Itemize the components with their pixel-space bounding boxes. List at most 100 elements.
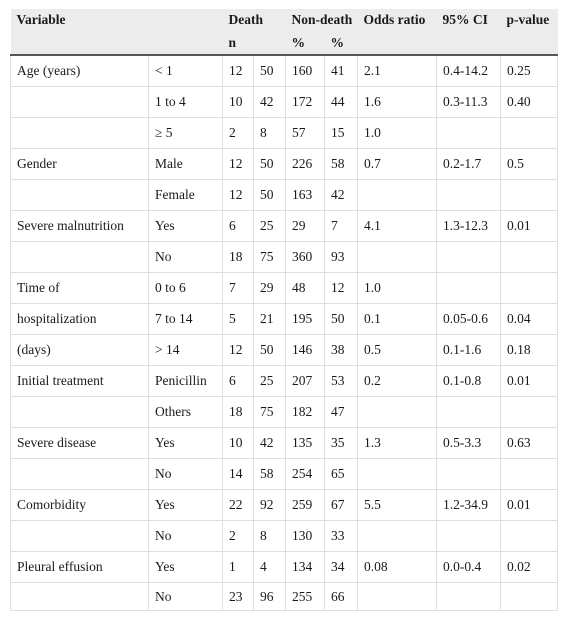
- cell-death-n: 22: [222, 489, 254, 521]
- cell-variable: [10, 582, 149, 611]
- cell-nondeath-n: 48: [285, 272, 325, 304]
- cell-nondeath-pct: 41: [324, 55, 358, 87]
- cell-category: No: [148, 520, 223, 552]
- table-row: ≥ 5 2 8 57 15 1.0: [10, 117, 558, 149]
- cell-category: 7 to 14: [148, 303, 223, 335]
- cell-ci: 1.2-34.9: [436, 489, 501, 521]
- cell-death-n: 5: [222, 303, 254, 335]
- cell-nondeath-n: 160: [285, 55, 325, 87]
- cell-category: > 14: [148, 334, 223, 366]
- table-row: No 18 75 360 93: [10, 241, 558, 273]
- table-row: Severe disease Yes 10 42 135 35 1.3 0.5-3.3 0.63: [10, 427, 558, 459]
- cell-category: Others: [148, 396, 223, 428]
- table-row: Gender Male 12 50 226 58 0.7 0.2-1.7 0.5: [10, 148, 558, 180]
- cell-category: Male: [148, 148, 223, 180]
- cell-category: Yes: [148, 551, 223, 583]
- cell-odds-ratio: [357, 520, 437, 552]
- cell-death-n: 12: [222, 179, 254, 211]
- cell-death-n: 18: [222, 241, 254, 273]
- cell-variable: [10, 520, 149, 552]
- cell-death-n: 2: [222, 117, 254, 149]
- cell-death-pct: 50: [253, 179, 286, 211]
- cell-odds-ratio: 0.5: [357, 334, 437, 366]
- cell-nondeath-n: 226: [285, 148, 325, 180]
- table-row: (days) > 14 12 50 146 38 0.5 0.1-1.6 0.18: [10, 334, 558, 366]
- header-p-value: p-value: [500, 9, 558, 31]
- cell-death-n: 14: [222, 458, 254, 490]
- cell-nondeath-n: 130: [285, 520, 325, 552]
- cell-nondeath-pct: 7: [324, 210, 358, 242]
- cell-death-pct: 42: [253, 86, 286, 118]
- header-ci: 95% CI: [436, 9, 501, 31]
- cell-category: 0 to 6: [148, 272, 223, 304]
- cell-death-n: 12: [222, 334, 254, 366]
- cell-variable: [10, 117, 149, 149]
- cell-odds-ratio: [357, 179, 437, 211]
- cell-odds-ratio: 0.2: [357, 365, 437, 397]
- cell-nondeath-pct: 47: [324, 396, 358, 428]
- cell-variable: Severe disease: [10, 427, 149, 459]
- cell-p-value: 0.01: [500, 489, 558, 521]
- cell-death-pct: 42: [253, 427, 286, 459]
- cell-odds-ratio: 1.0: [357, 272, 437, 304]
- cell-death-pct: 29: [253, 272, 286, 304]
- cell-death-n: 18: [222, 396, 254, 428]
- cell-p-value: [500, 520, 558, 552]
- cell-nondeath-pct: 12: [324, 272, 358, 304]
- cell-ci: 0.05-0.6: [436, 303, 501, 335]
- cell-ci: 0.0-0.4: [436, 551, 501, 583]
- cell-category: No: [148, 241, 223, 273]
- results-table: Variable Death Non-death Odds ratio 95% …: [10, 9, 558, 611]
- cell-odds-ratio: 0.7: [357, 148, 437, 180]
- table-row: Age (years) < 1 12 50 160 41 2.1 0.4-14.2 0.25: [10, 55, 558, 87]
- cell-death-pct: 75: [253, 396, 286, 428]
- cell-nondeath-n: 134: [285, 551, 325, 583]
- cell-death-n: 2: [222, 520, 254, 552]
- cell-death-pct: 25: [253, 365, 286, 397]
- cell-ci: [436, 458, 501, 490]
- cell-variable: Severe malnutrition: [10, 210, 149, 242]
- cell-variable: Time of: [10, 272, 149, 304]
- table-row: Time of 0 to 6 7 29 48 12 1.0: [10, 272, 558, 304]
- cell-nondeath-n: 146: [285, 334, 325, 366]
- cell-p-value: 0.63: [500, 427, 558, 459]
- cell-ci: [436, 179, 501, 211]
- cell-nondeath-n: 207: [285, 365, 325, 397]
- header-death-n: n: [222, 31, 254, 56]
- table-row: No 14 58 254 65: [10, 458, 558, 490]
- cell-death-n: 1: [222, 551, 254, 583]
- cell-ci: [436, 272, 501, 304]
- cell-nondeath-pct: 44: [324, 86, 358, 118]
- cell-death-n: 10: [222, 86, 254, 118]
- cell-odds-ratio: 0.1: [357, 303, 437, 335]
- cell-nondeath-n: 135: [285, 427, 325, 459]
- cell-p-value: [500, 582, 558, 611]
- cell-p-value: 0.5: [500, 148, 558, 180]
- table-body: Age (years) < 1 12 50 160 41 2.1 0.4-14.2 0.25 1 …: [10, 55, 558, 611]
- cell-p-value: [500, 272, 558, 304]
- cell-nondeath-pct: 15: [324, 117, 358, 149]
- cell-death-pct: 58: [253, 458, 286, 490]
- cell-nondeath-n: 172: [285, 86, 325, 118]
- cell-nondeath-n: 182: [285, 396, 325, 428]
- cell-ci: [436, 117, 501, 149]
- cell-variable: Comorbidity: [10, 489, 149, 521]
- cell-death-n: 6: [222, 210, 254, 242]
- cell-variable: [10, 396, 149, 428]
- cell-p-value: [500, 179, 558, 211]
- table-row: Initial treatment Penicillin 6 25 207 53 0.2 0.…: [10, 365, 558, 397]
- cell-variable: Pleural effusion: [10, 551, 149, 583]
- cell-nondeath-n: 29: [285, 210, 325, 242]
- cell-p-value: 0.25: [500, 55, 558, 87]
- cell-nondeath-pct: 65: [324, 458, 358, 490]
- table-row: No 2 8 130 33: [10, 520, 558, 552]
- cell-ci: [436, 241, 501, 273]
- cell-nondeath-n: 259: [285, 489, 325, 521]
- cell-odds-ratio: [357, 241, 437, 273]
- cell-ci: 0.1-0.8: [436, 365, 501, 397]
- header-death: Death: [222, 9, 286, 31]
- cell-nondeath-pct: 35: [324, 427, 358, 459]
- cell-category: ≥ 5: [148, 117, 223, 149]
- cell-death-pct: 75: [253, 241, 286, 273]
- cell-p-value: 0.01: [500, 365, 558, 397]
